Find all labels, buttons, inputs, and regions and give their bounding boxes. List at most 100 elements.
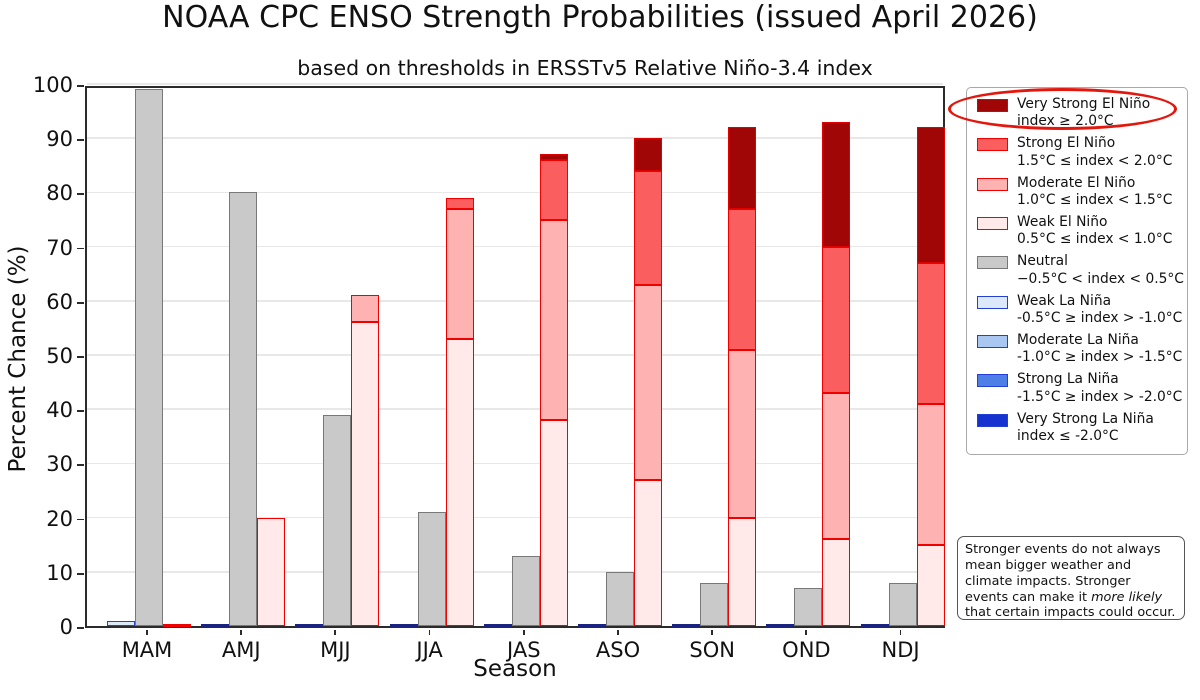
- bar-segment-jja-neutral: [417, 512, 446, 626]
- legend-label-weak-el-ni-o: Weak El Niño 0.5°C ≤ index < 1.0°C: [1017, 214, 1172, 249]
- y-tick-label-10: 10: [46, 560, 73, 585]
- y-tick-80: [77, 193, 84, 196]
- y-axis-label: Percent Chance (%): [5, 245, 31, 473]
- x-tick-label-mam: MAM: [121, 638, 173, 662]
- zero-bar-mam-el-nino: [163, 624, 191, 627]
- bar-segment-ond-weak-el-ni-o: [822, 539, 851, 626]
- legend-swatch-neutral-icon: [977, 256, 1008, 270]
- legend-swatch-strong-el-ni-o-icon: [977, 138, 1008, 152]
- bar-segment-ond-strong-el-ni-o: [822, 246, 851, 393]
- y-tick-label-30: 30: [46, 452, 73, 477]
- y-tick-label-100: 100: [32, 73, 73, 97]
- note-text-end: that certain impacts could occur.: [965, 605, 1176, 621]
- bar-segment-jas-neutral: [511, 555, 540, 626]
- bar-segment-son-neutral: [700, 582, 729, 626]
- legend-item-moderate-la-ni-a: Moderate La Niña -1.0°C ≥ index > -1.5°C: [977, 332, 1182, 367]
- legend-label-line2: 1.0°C ≤ index < 1.5°C: [1017, 192, 1173, 209]
- bar-segment-jas-very-strong-el-ni-o: [539, 154, 568, 160]
- legend-label-line2: 0.5°C ≤ index < 1.0°C: [1017, 231, 1173, 248]
- bar-segment-mam-neutral: [135, 89, 163, 626]
- x-tick-mam: [146, 630, 148, 635]
- zero-bar-ndj-la-nina: [860, 624, 889, 627]
- x-tick-jas: [522, 630, 525, 635]
- y-tick-label-90: 90: [46, 127, 73, 152]
- zero-bar-mjj-la-nina: [295, 624, 324, 627]
- legend-swatch-moderate-el-ni-o-icon: [977, 177, 1008, 191]
- grid-line-80: [87, 191, 943, 194]
- bar-segment-jas-moderate-el-ni-o: [539, 219, 568, 421]
- grid-line-30: [87, 462, 943, 465]
- legend-label-line2: -1.5°C ≥ index > -2.0°C: [1017, 388, 1183, 405]
- bar-segment-ond-neutral: [794, 588, 823, 626]
- x-tick-mjj: [334, 630, 337, 635]
- legend-label-moderate-la-ni-a: Moderate La Niña -1.0°C ≥ index > -1.5°C: [1017, 332, 1182, 367]
- zero-bar-son-la-nina: [672, 624, 701, 627]
- legend-item-strong-el-ni-o: Strong El Niño 1.5°C ≤ index < 2.0°C: [977, 135, 1177, 170]
- y-tick-50: [77, 356, 84, 358]
- legend-label-line1: Weak El Niño: [1017, 214, 1108, 231]
- y-tick-40: [77, 410, 84, 412]
- legend-label-line1: Strong La Niña: [1017, 371, 1119, 388]
- legend-label-line1: Neutral: [1017, 253, 1068, 270]
- y-tick-70: [77, 247, 84, 250]
- legend-label-line1: Moderate El Niño: [1017, 174, 1136, 191]
- legend-label-line2: index ≤ -2.0°C: [1017, 428, 1119, 445]
- bar-segment-son-moderate-el-ni-o: [728, 349, 757, 518]
- legend-item-strong-la-ni-a: Strong La Niña -1.5°C ≥ index > -2.0°C: [977, 371, 1182, 406]
- bar-segment-amj-neutral: [229, 192, 258, 626]
- y-tick-label-60: 60: [46, 289, 73, 314]
- bar-segment-aso-strong-el-ni-o: [634, 170, 662, 285]
- grid-line-50: [87, 354, 943, 356]
- legend-label-line2: -0.5°C ≥ index > -1.0°C: [1017, 310, 1183, 327]
- legend-box: Very Strong El Niño index ≥ 2.0°C Strong E…: [966, 87, 1188, 455]
- bar-segment-son-weak-el-ni-o: [728, 517, 757, 626]
- grid-line-20: [87, 516, 943, 519]
- y-tick-label-70: 70: [46, 235, 73, 260]
- legend-label-line1: Strong El Niño: [1017, 135, 1116, 152]
- x-axis-label: Season: [473, 656, 557, 682]
- x-tick-label-ndj: NDJ: [881, 638, 920, 662]
- bar-segment-aso-moderate-el-ni-o: [634, 284, 662, 480]
- zero-bar-ond-la-nina: [766, 624, 795, 627]
- bar-segment-aso-weak-el-ni-o: [634, 479, 662, 626]
- legend-swatch-very-strong-la-ni-a-icon: [977, 413, 1008, 427]
- chart-title: NOAA CPC ENSO Strength Probabilities (is…: [162, 0, 1038, 35]
- bar-segment-amj-weak-el-ni-o: [257, 517, 286, 626]
- highlight-ellipse-very-strong-el-nino-icon: [948, 88, 1177, 130]
- grid-line-40: [87, 408, 943, 410]
- legend-swatch-strong-la-ni-a-icon: [977, 374, 1008, 388]
- x-tick-aso: [617, 630, 619, 635]
- bar-segment-aso-very-strong-el-ni-o: [634, 138, 662, 171]
- note-text: Stronger events do not always mean bigge…: [965, 542, 1161, 605]
- legend-label-moderate-el-ni-o: Moderate El Niño 1.0°C ≤ index < 1.5°C: [1017, 175, 1172, 210]
- legend-label-neutral: Neutral −0.5°C < index < 0.5°C: [1017, 253, 1184, 288]
- legend-swatch-weak-la-ni-a-icon: [977, 295, 1008, 309]
- y-tick-label-80: 80: [46, 181, 73, 206]
- legend-label-line1: Very Strong La Niña: [1017, 410, 1154, 427]
- zero-bar-aso-la-nina: [578, 624, 606, 627]
- y-tick-100: [77, 85, 84, 87]
- legend-label-line2: −0.5°C < index < 0.5°C: [1017, 270, 1184, 287]
- bar-segment-ond-very-strong-el-ni-o: [822, 121, 851, 247]
- bar-segment-mjj-moderate-el-ni-o: [351, 295, 380, 323]
- y-tick-10: [77, 572, 84, 575]
- legend-item-very-strong-la-ni-a: Very Strong La Niña index ≤ -2.0°C: [977, 411, 1177, 446]
- legend-label-line2: -1.0°C ≥ index > -1.5°C: [1017, 349, 1183, 366]
- y-tick-60: [77, 301, 84, 304]
- chart-subtitle: based on thresholds in ERSSTv5 Relative …: [297, 56, 873, 80]
- zero-bar-amj-la-nina: [201, 624, 230, 627]
- plot-area: [85, 83, 945, 628]
- grid-line-100: [87, 83, 943, 85]
- bar-segment-jas-strong-el-ni-o: [539, 159, 568, 220]
- bar-segment-ndj-neutral: [888, 582, 917, 626]
- bar-segment-jja-strong-el-ni-o: [445, 197, 474, 209]
- x-tick-label-son: SON: [689, 638, 735, 662]
- x-tick-label-aso: ASO: [595, 638, 641, 662]
- x-tick-label-amj: AMJ: [221, 638, 261, 662]
- legend-item-moderate-el-ni-o: Moderate El Niño 1.0°C ≤ index < 1.5°C: [977, 175, 1177, 210]
- y-tick-90: [77, 139, 84, 141]
- bar-segment-son-very-strong-el-ni-o: [728, 127, 757, 209]
- legend-label-strong-el-ni-o: Strong El Niño 1.5°C ≤ index < 2.0°C: [1017, 135, 1172, 170]
- x-tick-label-mjj: MJJ: [320, 638, 351, 662]
